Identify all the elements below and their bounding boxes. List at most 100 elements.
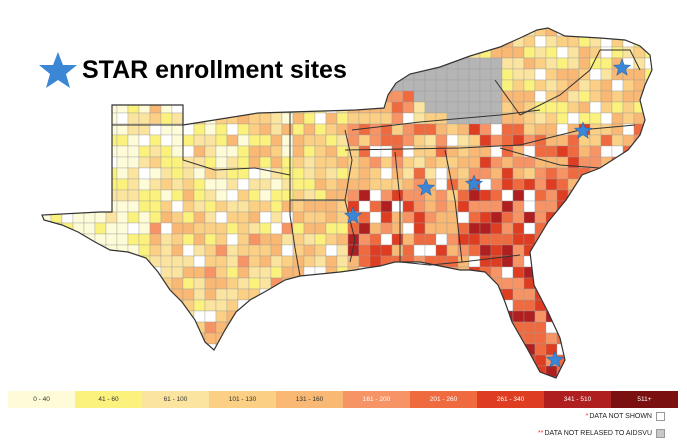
county-cell <box>567 332 580 345</box>
county-cell <box>380 233 393 246</box>
county-cell <box>534 200 547 213</box>
county-cell <box>369 145 382 158</box>
county-cell <box>171 211 184 224</box>
county-cell <box>656 377 667 388</box>
county-cell <box>83 376 96 378</box>
county-cell <box>138 189 151 202</box>
county-cell <box>490 365 503 378</box>
county-cell <box>633 354 646 367</box>
county-cell <box>171 310 184 323</box>
county-cell <box>149 244 162 257</box>
county-cell <box>94 365 107 378</box>
county-cell <box>446 233 459 246</box>
county-cell <box>369 90 382 103</box>
county-cell <box>567 46 580 59</box>
county-cell <box>336 35 349 48</box>
county-cell <box>523 68 536 81</box>
county-cell <box>457 222 470 235</box>
county-cell <box>358 134 371 147</box>
county-cell <box>468 200 481 213</box>
county-cell <box>138 178 151 191</box>
county-cell <box>204 101 217 114</box>
county-cell <box>193 200 206 213</box>
county-cell <box>116 200 129 213</box>
county-cell <box>127 310 140 323</box>
county-cell <box>325 343 338 356</box>
county-cell <box>72 90 85 103</box>
county-cell <box>380 211 393 224</box>
county-cell <box>656 47 667 58</box>
county-cell <box>644 233 652 246</box>
county-cell <box>545 112 558 125</box>
county-cell <box>171 28 184 37</box>
county-cell <box>149 233 162 246</box>
county-cell <box>314 211 327 224</box>
county-cell <box>83 167 96 180</box>
county-cell <box>490 376 503 378</box>
county-cell <box>435 68 448 81</box>
county-cell <box>193 354 206 367</box>
county-cell <box>369 57 382 70</box>
county-cell <box>94 255 107 268</box>
county-cell <box>656 168 667 179</box>
county-cell <box>138 277 151 290</box>
county-cell <box>72 310 85 323</box>
county-cell <box>259 343 272 356</box>
county-cell <box>160 310 173 323</box>
county-cell <box>259 255 272 268</box>
county-cell <box>611 90 624 103</box>
county-cell <box>149 156 162 169</box>
county-cell <box>325 156 338 169</box>
county-cell <box>42 101 52 114</box>
county-cell <box>633 233 646 246</box>
county-cell <box>611 365 624 378</box>
county-cell <box>656 124 667 135</box>
county-cell <box>479 178 492 191</box>
county-cell <box>578 189 591 202</box>
county-cell <box>424 28 437 37</box>
county-cell <box>248 178 261 191</box>
county-cell <box>600 233 613 246</box>
county-cell <box>94 123 107 136</box>
county-cell <box>600 343 613 356</box>
county-cell <box>171 189 184 202</box>
county-cell <box>314 35 327 48</box>
county-cell <box>61 233 74 246</box>
county-cell <box>138 354 151 367</box>
county-cell <box>325 178 338 191</box>
county-cell <box>226 244 239 257</box>
county-cell <box>358 90 371 103</box>
county-cell <box>116 90 129 103</box>
county-cell <box>248 189 261 202</box>
county-cell <box>127 145 140 158</box>
county-cell <box>578 354 591 367</box>
county-cell <box>369 79 382 92</box>
county-cell <box>622 222 635 235</box>
county-cell <box>61 90 74 103</box>
county-cell <box>83 266 96 279</box>
county-cell <box>61 321 74 334</box>
county-cell <box>413 145 426 158</box>
county-cell <box>336 244 349 257</box>
county-cell <box>336 343 349 356</box>
county-cell <box>611 101 624 114</box>
county-cell <box>138 343 151 356</box>
county-cell <box>281 321 294 334</box>
county-cell <box>215 178 228 191</box>
county-cell <box>534 343 547 356</box>
county-cell <box>83 299 96 312</box>
county-cell <box>160 343 173 356</box>
county-cell <box>204 90 217 103</box>
county-cell <box>600 57 613 70</box>
county-cell <box>248 299 261 312</box>
county-cell <box>589 332 602 345</box>
county-cell <box>656 36 667 47</box>
county-cell <box>380 376 393 378</box>
county-cell <box>512 310 525 323</box>
county-cell <box>545 57 558 70</box>
county-cell <box>105 222 118 235</box>
county-cell <box>656 333 667 344</box>
county-cell <box>523 255 536 268</box>
county-cell <box>369 233 382 246</box>
county-cell <box>127 277 140 290</box>
